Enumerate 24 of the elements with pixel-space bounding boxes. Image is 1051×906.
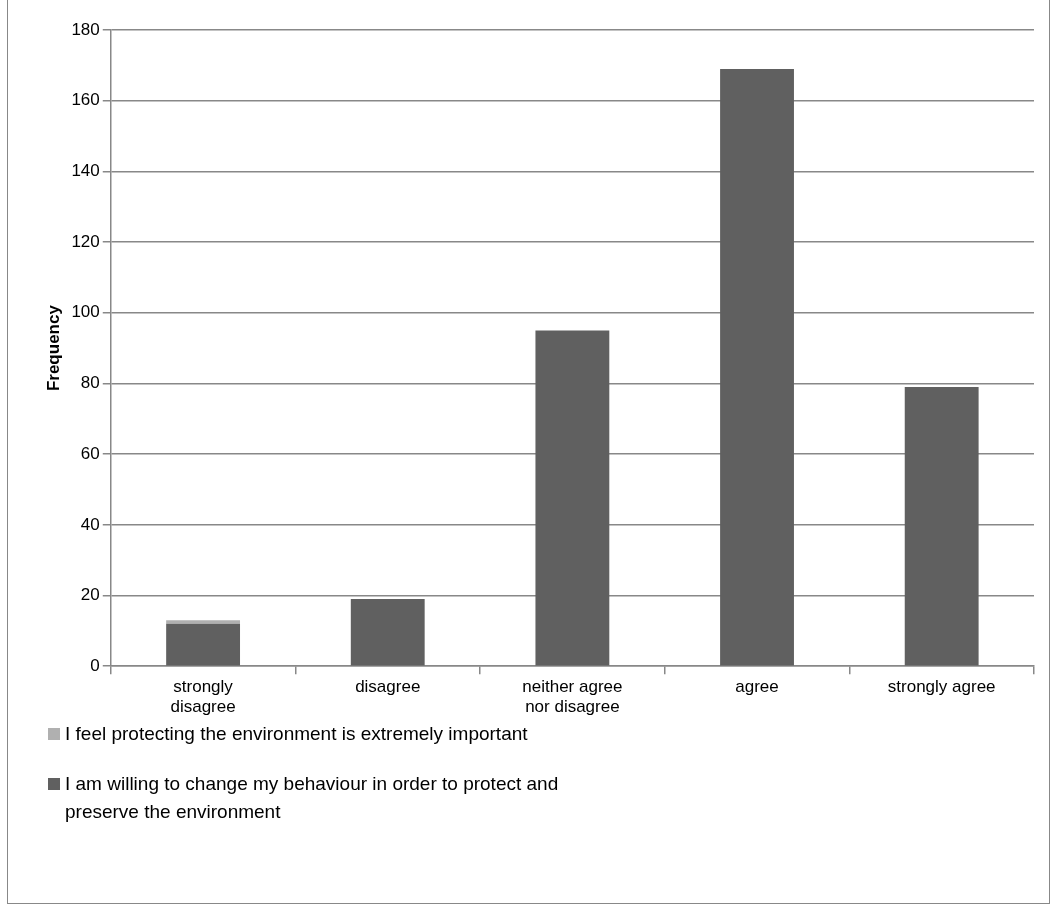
x-tick-label: strongly agree <box>887 677 996 697</box>
x-tick-label: neither agree nor disagree <box>522 677 623 717</box>
y-tick-label: 100 <box>71 302 100 322</box>
bar <box>350 599 425 666</box>
y-tick-label: 60 <box>80 443 100 463</box>
y-tick-label: 120 <box>71 231 100 251</box>
y-axis-title: Frequency <box>43 304 63 392</box>
x-tick-label: agree <box>735 677 779 697</box>
y-tick-label: 140 <box>71 161 100 181</box>
y-tick-label: 0 <box>90 655 100 675</box>
legend-label: I feel protecting the environment is extremely important <box>65 722 528 746</box>
y-tick-label: 180 <box>71 19 100 39</box>
bar <box>535 330 610 666</box>
x-tick-label: strongly disagree <box>170 677 236 717</box>
y-tick-label: 160 <box>71 90 100 110</box>
bar <box>166 623 241 666</box>
y-tick-label: 40 <box>80 514 100 534</box>
legend-label: I am willing to change my behaviour in order to protect and preserve the environment <box>65 772 560 824</box>
bar <box>720 68 794 666</box>
bar <box>166 620 241 624</box>
bar <box>904 386 979 666</box>
y-tick-label: 20 <box>80 585 100 605</box>
x-tick-label: disagree <box>355 677 421 697</box>
y-tick-label: 80 <box>80 373 100 393</box>
